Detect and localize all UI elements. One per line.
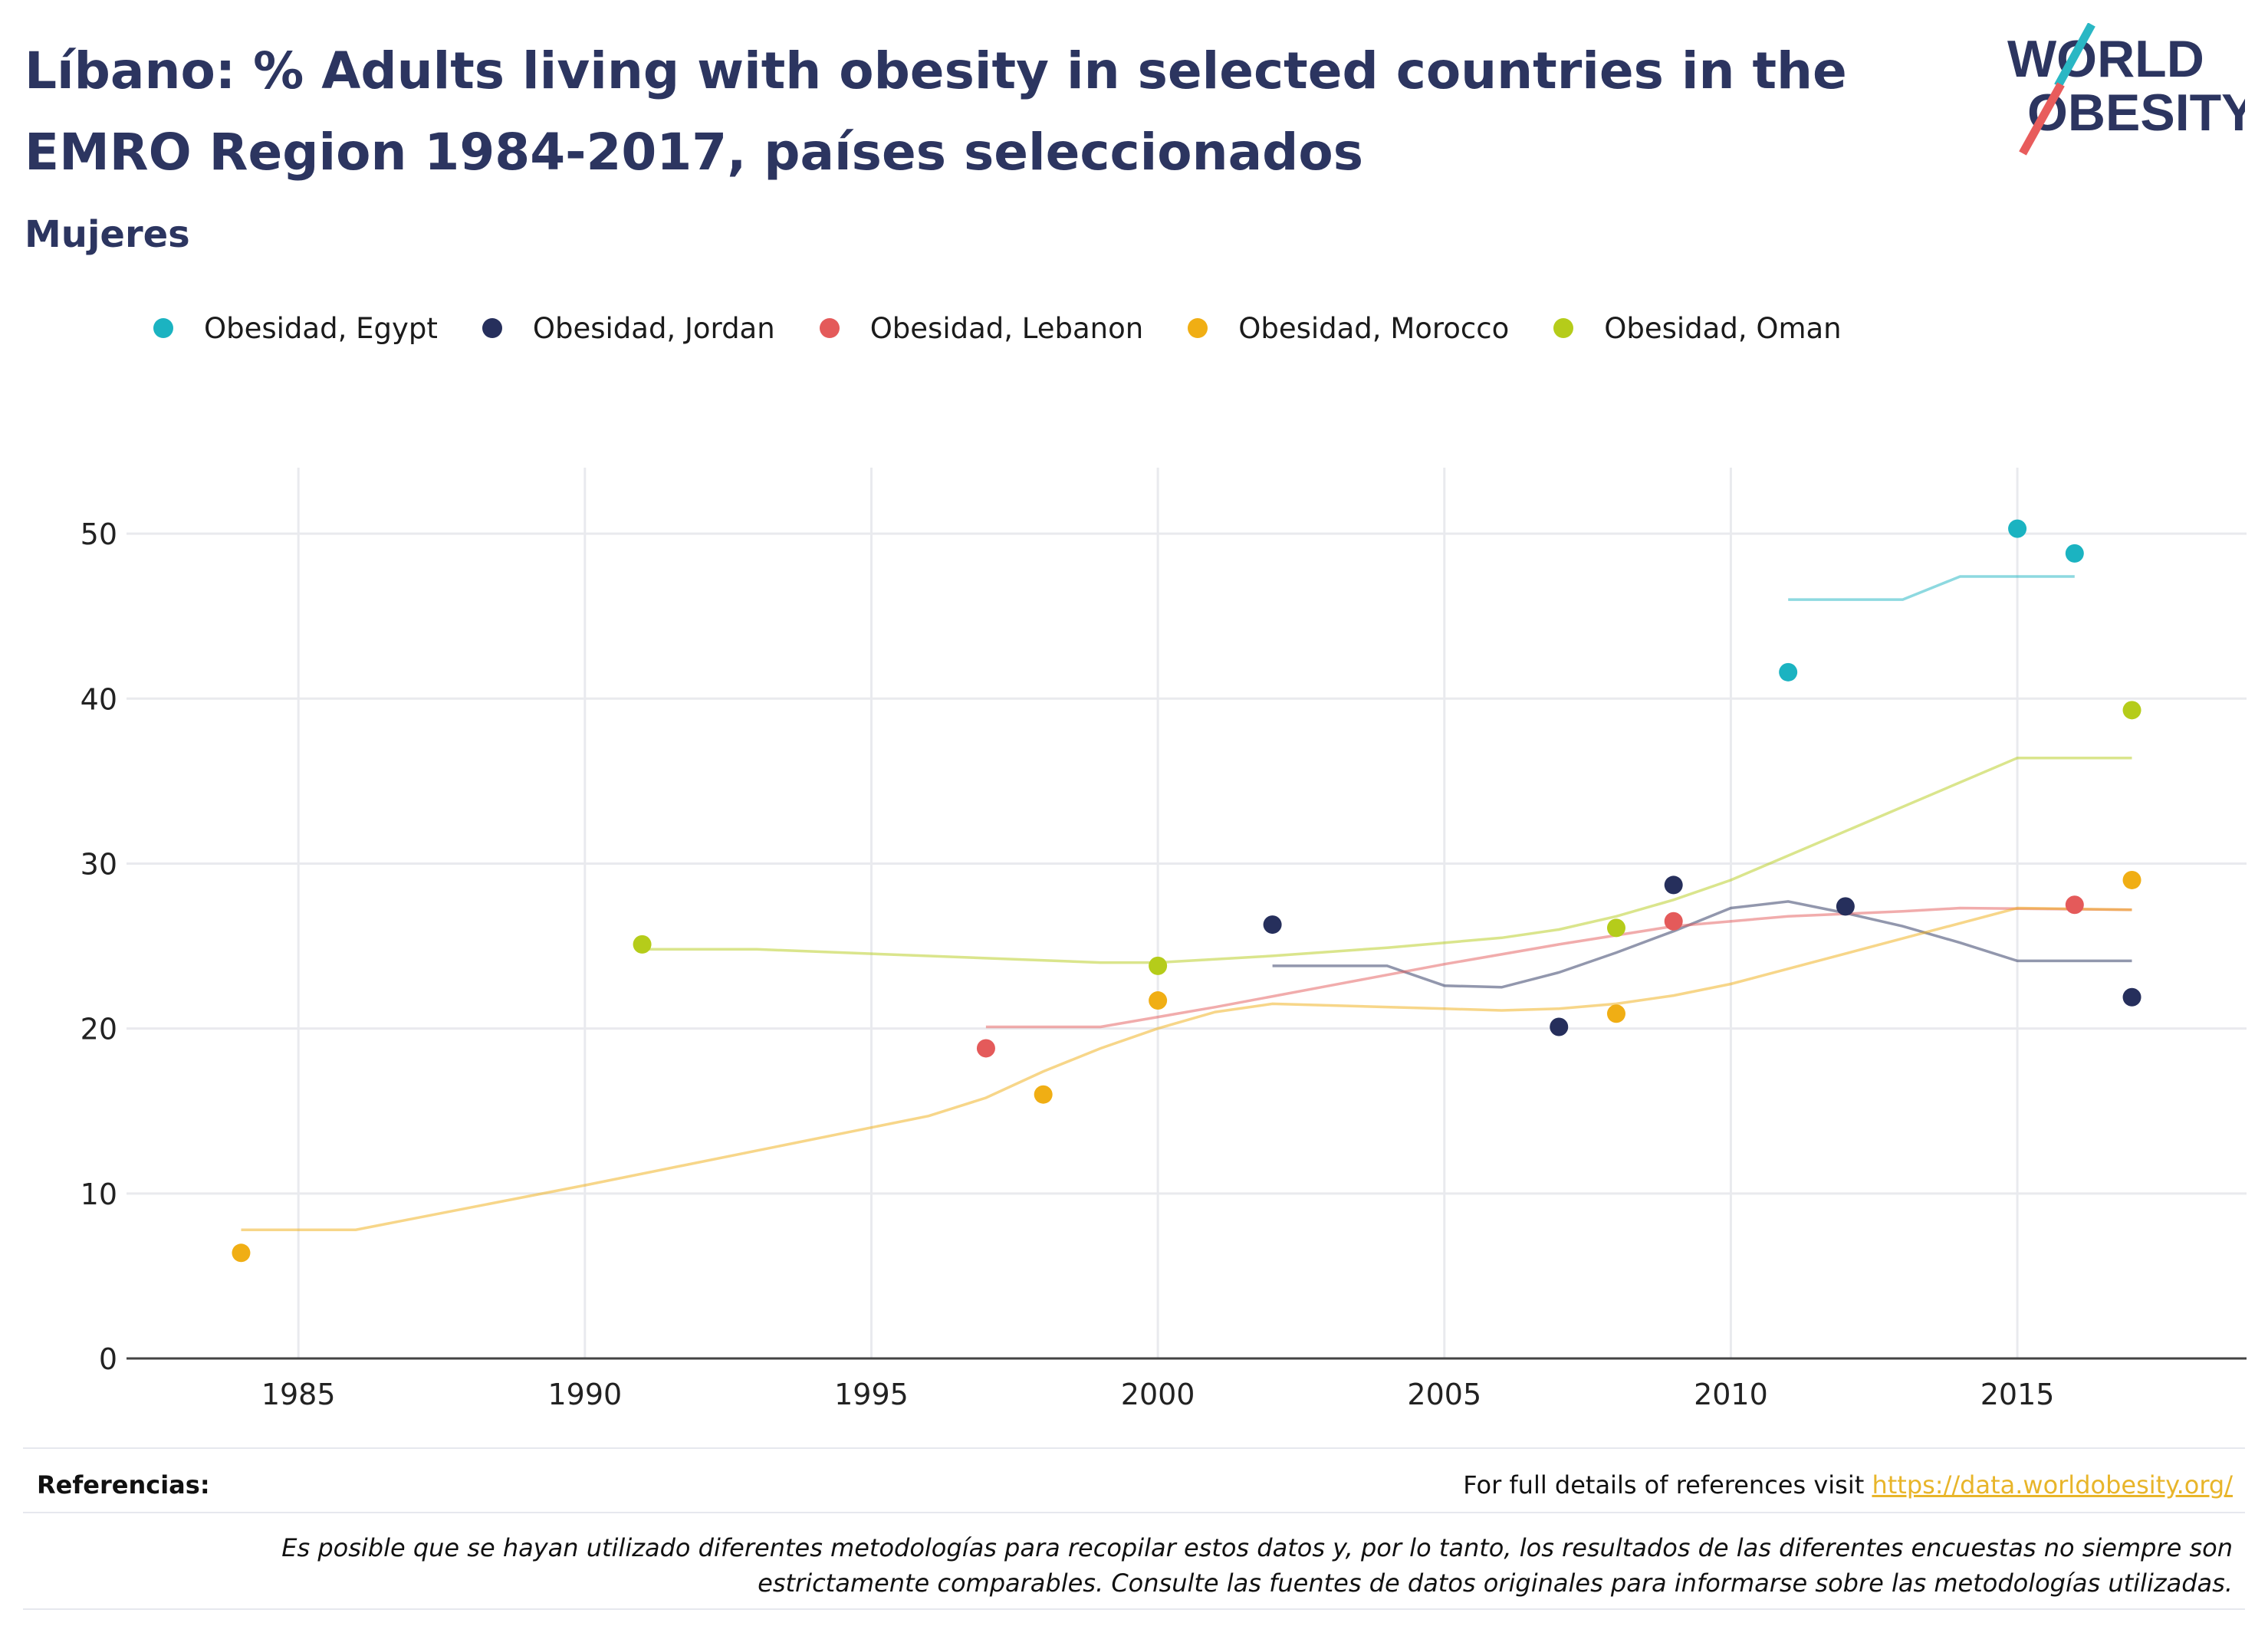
data-point xyxy=(1149,991,1168,1010)
x-tick-label: 1995 xyxy=(834,1378,909,1411)
legend-swatch xyxy=(153,318,173,338)
methodology-note: Es posible que se hayan utilizado difere… xyxy=(281,1533,2233,1598)
legend-label: Obesidad, Egypt xyxy=(204,311,438,345)
y-tick-label: 0 xyxy=(99,1342,117,1376)
logo-slash-coral xyxy=(2019,82,2065,156)
chart-subtitle: Mujeres xyxy=(25,213,190,256)
references-link[interactable]: https://data.worldobesity.org/ xyxy=(1872,1470,2233,1500)
data-point xyxy=(976,1039,995,1058)
legend-swatch xyxy=(482,318,502,338)
references-text: For full details of references visit xyxy=(1463,1470,1865,1500)
divider xyxy=(23,1447,2245,1449)
data-point xyxy=(1550,1017,1569,1036)
data-point xyxy=(2065,544,2084,563)
legend-item[interactable]: Obesidad, Lebanon xyxy=(819,311,1144,345)
y-tick-label: 20 xyxy=(81,1013,117,1046)
data-point xyxy=(2065,895,2084,915)
data-point xyxy=(2122,701,2141,720)
trend-line xyxy=(1272,900,2132,989)
chart-legend: Obesidad, Egypt Obesidad, Jordan Obesidad,… xyxy=(153,305,1886,351)
x-tick-label: 2000 xyxy=(1121,1378,1195,1411)
references-label: Referencias: xyxy=(37,1470,210,1500)
x-tick-label: 2005 xyxy=(1407,1378,1481,1411)
legend-swatch xyxy=(1188,318,1208,338)
data-point xyxy=(1263,915,1282,935)
logo-line1: WORLD xyxy=(2007,30,2204,88)
data-point xyxy=(1606,1004,1625,1023)
legend-label: Obesidad, Jordan xyxy=(532,311,775,345)
data-point xyxy=(2008,519,2027,538)
data-point xyxy=(232,1243,251,1263)
y-tick-label: 10 xyxy=(81,1178,117,1211)
data-point xyxy=(1149,956,1168,975)
legend-swatch xyxy=(819,318,840,338)
legend-label: Obesidad, Oman xyxy=(1604,311,1842,345)
data-point xyxy=(2122,870,2141,889)
data-point xyxy=(1664,875,1683,895)
data-point xyxy=(633,935,652,954)
legend-label: Obesidad, Morocco xyxy=(1238,311,1510,345)
trend-line xyxy=(642,756,2132,964)
x-tick-label: 2015 xyxy=(1980,1378,2055,1411)
data-point xyxy=(1779,662,1798,682)
trend-line xyxy=(985,906,2132,1029)
y-tick-label: 30 xyxy=(81,847,117,881)
data-point xyxy=(1034,1085,1053,1104)
legend-item[interactable]: Obesidad, Egypt xyxy=(153,312,438,345)
references-text-wrap: For full details of references visit htt… xyxy=(1463,1470,2233,1500)
data-point xyxy=(2122,987,2141,1007)
x-tick-label: 1985 xyxy=(261,1378,336,1411)
data-point xyxy=(1836,897,1855,916)
legend-item[interactable]: Obesidad, Morocco xyxy=(1188,312,1509,345)
legend-label: Obesidad, Lebanon xyxy=(869,311,1144,345)
y-tick-label: 40 xyxy=(81,682,117,716)
page-title: Líbano: % Adults living with obesity in … xyxy=(25,41,1847,182)
legend-item[interactable]: Obesidad, Oman xyxy=(1553,311,1842,345)
x-tick-label: 1990 xyxy=(547,1378,622,1411)
chart-plot: 1985 1990 1995 2000 2005 2010 2015 0 10 20 30 40 50 xyxy=(81,468,2247,1411)
y-tick-label: 50 xyxy=(81,517,117,551)
logo-slash-teal xyxy=(2054,23,2095,88)
x-tick-label: 2010 xyxy=(1694,1378,1768,1411)
trend-line xyxy=(1788,575,2075,601)
world-obesity-logo: WORLD OBESITY xyxy=(2007,23,2245,156)
data-point xyxy=(1606,918,1625,938)
divider xyxy=(23,1608,2245,1610)
logo-line2: OBESITY xyxy=(2027,84,2245,142)
trend-line xyxy=(241,906,2132,1231)
legend-item[interactable]: Obesidad, Jordan xyxy=(482,312,775,345)
data-point xyxy=(1664,912,1683,931)
divider xyxy=(23,1512,2245,1513)
legend-swatch xyxy=(1553,318,1574,338)
